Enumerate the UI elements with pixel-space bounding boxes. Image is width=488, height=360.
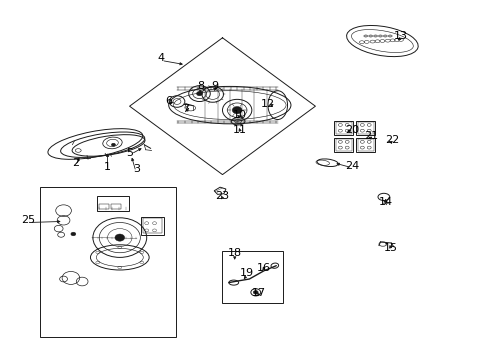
Ellipse shape xyxy=(373,35,377,37)
Text: 23: 23 xyxy=(215,191,229,201)
Text: 5: 5 xyxy=(126,148,133,158)
Text: 7: 7 xyxy=(182,104,189,114)
Ellipse shape xyxy=(387,35,391,37)
Text: 11: 11 xyxy=(232,125,246,135)
Bar xyxy=(334,138,352,152)
Ellipse shape xyxy=(111,143,115,146)
Text: 2: 2 xyxy=(72,158,79,168)
Ellipse shape xyxy=(363,35,367,37)
Text: 8: 8 xyxy=(197,81,203,91)
Text: 13: 13 xyxy=(393,31,407,41)
Text: 14: 14 xyxy=(379,197,392,207)
Text: 6: 6 xyxy=(165,96,172,106)
Text: 18: 18 xyxy=(227,248,241,258)
Ellipse shape xyxy=(368,35,372,37)
Text: 19: 19 xyxy=(240,268,253,278)
Bar xyxy=(335,139,351,151)
Ellipse shape xyxy=(383,35,386,37)
Text: 20: 20 xyxy=(345,125,358,135)
Text: 15: 15 xyxy=(384,243,397,253)
Bar xyxy=(357,122,373,134)
Text: 3: 3 xyxy=(133,164,140,174)
Bar xyxy=(335,122,351,134)
Ellipse shape xyxy=(196,91,202,96)
Text: 9: 9 xyxy=(211,81,218,91)
Text: 1: 1 xyxy=(104,162,111,172)
Bar xyxy=(222,251,282,303)
Bar xyxy=(356,121,374,135)
Text: 4: 4 xyxy=(158,53,164,63)
Text: 25: 25 xyxy=(21,215,35,225)
Text: 12: 12 xyxy=(261,99,274,109)
Ellipse shape xyxy=(253,291,258,294)
Ellipse shape xyxy=(232,107,242,114)
Bar xyxy=(97,196,128,211)
Bar xyxy=(40,187,176,337)
Text: 10: 10 xyxy=(232,110,246,120)
Ellipse shape xyxy=(378,35,382,37)
Bar xyxy=(111,204,121,209)
Text: 17: 17 xyxy=(252,288,265,298)
Bar xyxy=(99,204,108,209)
Bar xyxy=(142,218,162,233)
Ellipse shape xyxy=(115,234,124,241)
Text: 21: 21 xyxy=(364,131,378,141)
Text: 24: 24 xyxy=(344,161,359,171)
Ellipse shape xyxy=(71,232,76,236)
Text: 22: 22 xyxy=(384,135,399,145)
Text: 16: 16 xyxy=(257,263,270,273)
Bar xyxy=(334,121,352,135)
Bar xyxy=(356,138,374,152)
Bar xyxy=(357,139,373,151)
Bar xyxy=(141,217,164,235)
